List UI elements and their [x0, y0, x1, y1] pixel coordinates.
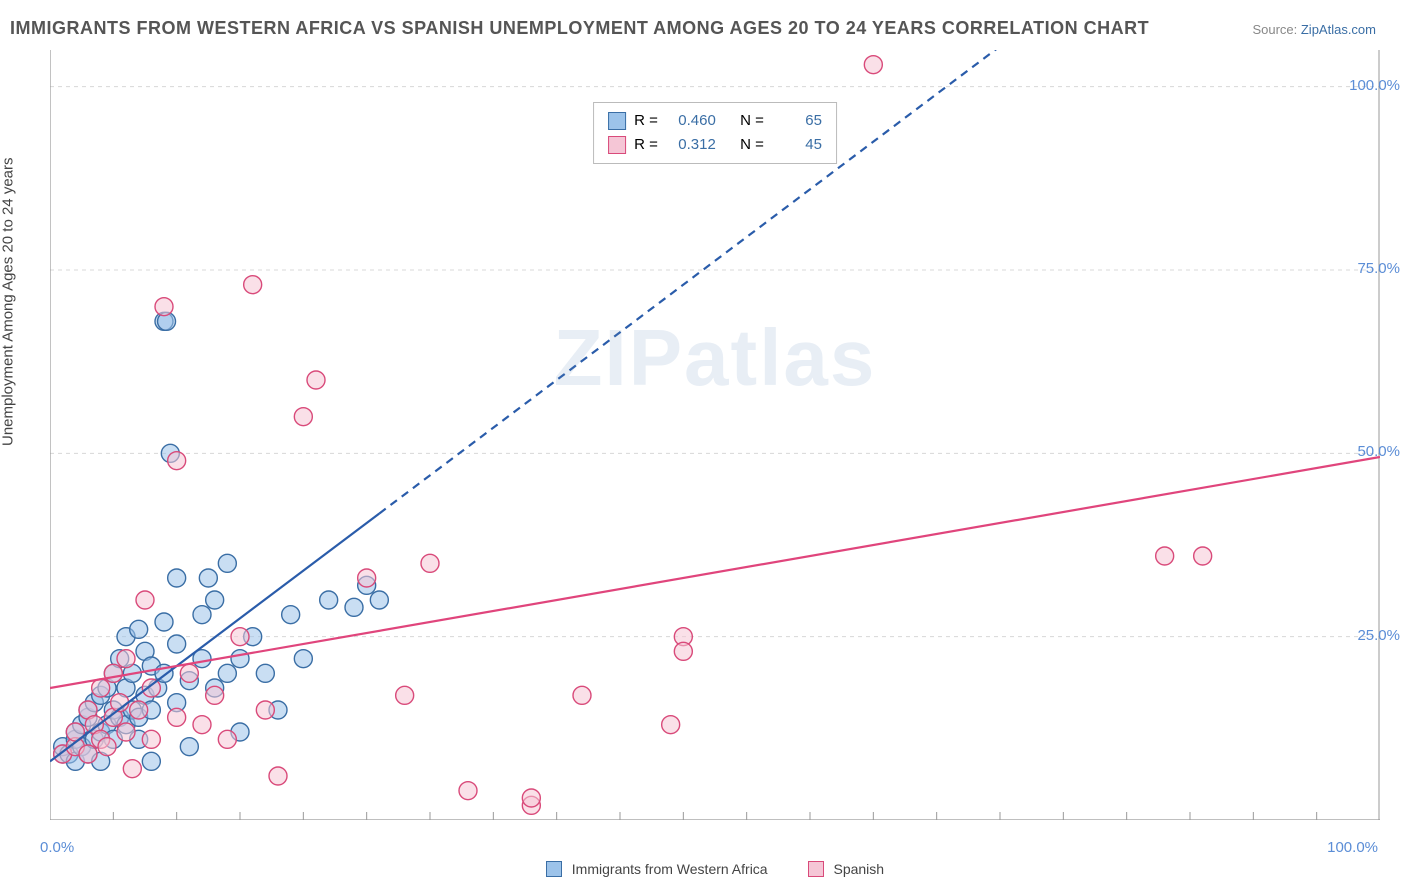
scatter-point: [92, 679, 110, 697]
scatter-point: [130, 701, 148, 719]
scatter-point: [193, 716, 211, 734]
legend-N-value-2: 45: [772, 133, 822, 157]
ytick-label: 75.0%: [1357, 260, 1400, 277]
scatter-point: [459, 782, 477, 800]
scatter-point: [218, 554, 236, 572]
y-axis-label: Unemployment Among Ages 20 to 24 years: [0, 157, 17, 446]
legend-N-label: N =: [740, 109, 764, 133]
xlegend-label-2: Spanish: [833, 861, 884, 877]
legend-R-value-1: 0.460: [666, 109, 716, 133]
regression-line: [50, 513, 379, 761]
ytick-label: 100.0%: [1349, 77, 1400, 94]
xlegend-item-1: Immigrants from Western Africa: [546, 861, 768, 877]
scatter-point: [307, 371, 325, 389]
scatter-point: [370, 591, 388, 609]
legend-row-1: R = 0.460 N = 65: [608, 109, 822, 133]
scatter-point: [168, 708, 186, 726]
legend-R-label: R =: [634, 133, 658, 157]
scatter-point: [294, 408, 312, 426]
x-axis-legend: Immigrants from Western Africa Spanish: [50, 854, 1380, 884]
scatter-point: [142, 730, 160, 748]
scatter-point: [168, 452, 186, 470]
scatter-point: [320, 591, 338, 609]
scatter-point: [168, 635, 186, 653]
scatter-point: [136, 591, 154, 609]
scatter-point: [674, 642, 692, 660]
scatter-point: [256, 701, 274, 719]
scatter-point: [168, 569, 186, 587]
scatter-svg: [50, 50, 1380, 820]
ytick-label: 25.0%: [1357, 627, 1400, 644]
scatter-point: [421, 554, 439, 572]
scatter-point: [104, 664, 122, 682]
scatter-point: [522, 789, 540, 807]
legend-N-value-1: 65: [772, 109, 822, 133]
legend-R-label: R =: [634, 109, 658, 133]
scatter-point: [231, 650, 249, 668]
source-attrib: Source: ZipAtlas.com: [1252, 22, 1376, 37]
xlegend-swatch-2: [808, 861, 824, 877]
scatter-point: [1156, 547, 1174, 565]
regression-line-dashed: [379, 50, 1380, 513]
legend-R-value-2: 0.312: [666, 133, 716, 157]
scatter-point: [79, 745, 97, 763]
scatter-point: [142, 752, 160, 770]
source-prefix: Source:: [1252, 22, 1300, 37]
scatter-point: [155, 298, 173, 316]
xlegend-item-2: Spanish: [808, 861, 884, 877]
scatter-point: [199, 569, 217, 587]
chart-title: IMMIGRANTS FROM WESTERN AFRICA VS SPANIS…: [10, 18, 1149, 39]
scatter-point: [864, 56, 882, 74]
legend-row-2: R = 0.312 N = 45: [608, 133, 822, 157]
scatter-point: [117, 650, 135, 668]
scatter-point: [130, 620, 148, 638]
scatter-point: [98, 738, 116, 756]
scatter-point: [193, 606, 211, 624]
xlegend-swatch-1: [546, 861, 562, 877]
scatter-point: [358, 569, 376, 587]
scatter-point: [244, 276, 262, 294]
regression-line: [50, 457, 1380, 688]
scatter-point: [123, 760, 141, 778]
correlation-legend: R = 0.460 N = 65 R = 0.312 N = 45: [593, 102, 837, 164]
scatter-point: [206, 591, 224, 609]
xlegend-label-1: Immigrants from Western Africa: [572, 861, 768, 877]
scatter-point: [117, 723, 135, 741]
scatter-point: [180, 738, 198, 756]
legend-swatch-1: [608, 112, 626, 130]
scatter-point: [662, 716, 680, 734]
scatter-point: [218, 730, 236, 748]
scatter-point: [206, 686, 224, 704]
scatter-point: [345, 598, 363, 616]
legend-N-label: N =: [740, 133, 764, 157]
scatter-point: [282, 606, 300, 624]
ytick-label: 50.0%: [1357, 443, 1400, 460]
chart-plot-area: ZIPatlas R = 0.460 N = 65 R = 0.312 N = …: [50, 50, 1380, 820]
scatter-point: [231, 628, 249, 646]
scatter-point: [294, 650, 312, 668]
scatter-point: [256, 664, 274, 682]
scatter-point: [218, 664, 236, 682]
scatter-point: [573, 686, 591, 704]
scatter-point: [1194, 547, 1212, 565]
scatter-point: [180, 664, 198, 682]
scatter-point: [396, 686, 414, 704]
source-link[interactable]: ZipAtlas.com: [1301, 22, 1376, 37]
legend-swatch-2: [608, 136, 626, 154]
scatter-point: [269, 767, 287, 785]
scatter-point: [155, 613, 173, 631]
